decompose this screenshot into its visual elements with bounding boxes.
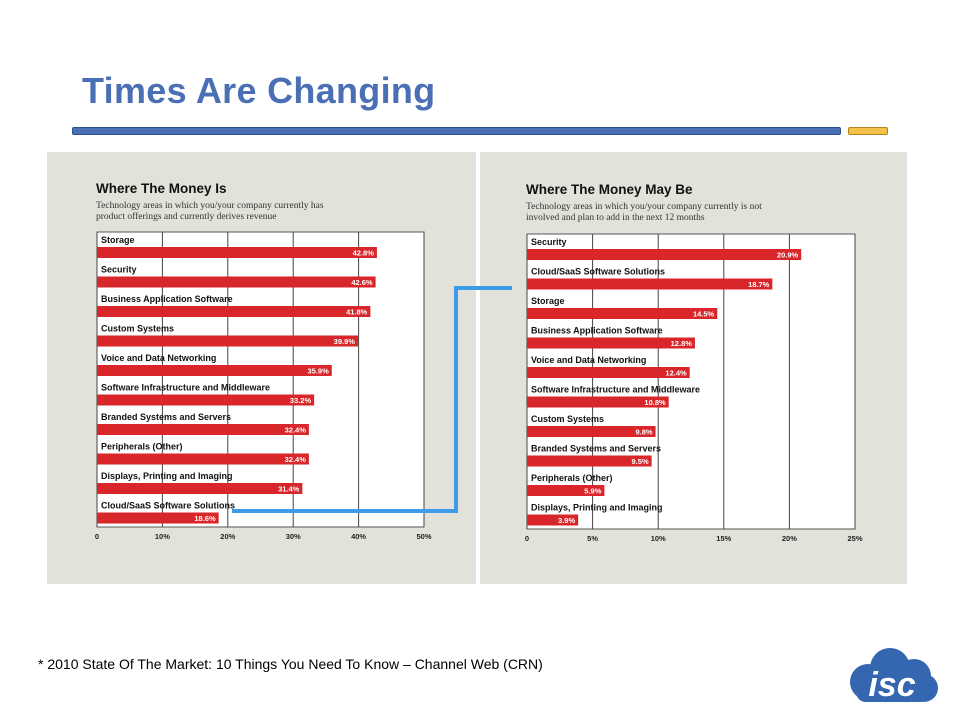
data-label-storage: 42.8%: [353, 249, 375, 258]
data-label-cloud-saas-software-solutions: 18.6%: [194, 514, 216, 523]
slide-title: Times Are Changing: [82, 70, 436, 111]
bar-cloud-saas-software-solutions: [527, 278, 773, 290]
data-label-security: 42.6%: [351, 278, 373, 287]
chart-subtitle-line: Technology areas in which you/your compa…: [96, 201, 324, 211]
bar-storage: [97, 247, 377, 258]
plot-area: [526, 233, 856, 530]
plot-area: [96, 231, 425, 528]
chart-panel-where-the-money-is: Where The Money Is Technology areas in wh…: [47, 152, 476, 584]
chart-where-the-money-may-be: Where The Money May Be Technology areas i…: [525, 182, 863, 543]
data-label-custom-systems: 9.8%: [635, 428, 652, 437]
x-tick-label: 15%: [716, 534, 731, 543]
logo-text: isc: [868, 666, 915, 704]
category-label-peripherals-other: Peripherals (Other): [101, 442, 183, 452]
bar-voice-and-data-networking: [97, 365, 332, 376]
data-label-business-application-software: 12.8%: [671, 339, 693, 348]
x-tick-label: 10%: [651, 534, 666, 543]
data-label-branded-systems-and-servers: 32.4%: [285, 426, 307, 435]
category-label-security: Security: [101, 265, 137, 275]
bar-displays-printing-and-imaging: [97, 483, 303, 494]
bar-branded-systems-and-servers: [527, 455, 652, 467]
category-label-security: Security: [531, 237, 567, 247]
category-label-storage: Storage: [531, 296, 565, 306]
data-label-voice-and-data-networking: 12.4%: [665, 369, 687, 378]
category-label-cloud-saas-software-solutions: Cloud/SaaS Software Solutions: [101, 501, 235, 511]
cloud-icon: [850, 648, 938, 702]
bar-storage: [527, 308, 718, 319]
data-label-custom-systems: 39.9%: [334, 337, 356, 346]
data-label-business-application-software: 41.8%: [346, 308, 368, 317]
x-tick-label: 20%: [220, 532, 235, 541]
data-label-security: 20.9%: [777, 251, 799, 260]
bar-business-application-software: [97, 306, 371, 317]
category-label-voice-and-data-networking: Voice and Data Networking: [531, 355, 646, 365]
isc-cloud-logo: isc: [850, 648, 938, 704]
bar-peripherals-other: [527, 485, 605, 496]
bar-software-infrastructure-and-middleware: [527, 396, 669, 408]
bar-software-infrastructure-and-middleware: [97, 394, 315, 406]
x-tick-label: 5%: [587, 534, 598, 543]
category-label-custom-systems: Custom Systems: [101, 324, 174, 334]
bar-branded-systems-and-servers: [97, 424, 309, 435]
category-label-software-infrastructure-and-middleware: Software Infrastructure and Middleware: [531, 385, 700, 395]
category-label-peripherals-other: Peripherals (Other): [531, 473, 613, 483]
category-label-voice-and-data-networking: Voice and Data Networking: [101, 353, 216, 363]
data-label-branded-systems-and-servers: 9.5%: [632, 457, 649, 466]
data-label-voice-and-data-networking: 35.9%: [308, 367, 330, 376]
category-label-branded-systems-and-servers: Branded Systems and Servers: [101, 412, 231, 422]
data-label-storage: 14.5%: [693, 310, 715, 319]
data-label-peripherals-other: 32.4%: [285, 455, 307, 464]
data-label-cloud-saas-software-solutions: 18.7%: [748, 280, 770, 289]
data-label-displays-printing-and-imaging: 3.9%: [558, 516, 575, 525]
category-label-branded-systems-and-servers: Branded Systems and Servers: [531, 444, 661, 454]
bar-security: [97, 276, 376, 288]
data-label-software-infrastructure-and-middleware: 10.8%: [644, 398, 666, 407]
bar-custom-systems: [527, 426, 656, 437]
category-label-cloud-saas-software-solutions: Cloud/SaaS Software Solutions: [531, 267, 665, 277]
data-label-software-infrastructure-and-middleware: 33.2%: [290, 396, 312, 405]
bar-cloud-saas-software-solutions: [97, 512, 219, 524]
x-tick-label: 25%: [847, 534, 862, 543]
chart-subtitle-line: product offerings and currently derives …: [96, 211, 277, 222]
x-tick-label: 50%: [416, 532, 431, 541]
x-tick-label: 0: [95, 532, 99, 541]
x-tick-label: 10%: [155, 532, 170, 541]
category-label-business-application-software: Business Application Software: [101, 294, 233, 304]
chart-panel-where-the-money-may-be: Where The Money May Be Technology areas i…: [480, 152, 907, 584]
x-tick-label: 0: [525, 534, 529, 543]
title-underline-gold: [848, 127, 888, 135]
source-footnote: * 2010 State Of The Market: 10 Things Yo…: [38, 656, 543, 672]
chart-where-the-money-is: Where The Money Is Technology areas in wh…: [95, 181, 432, 541]
category-label-displays-printing-and-imaging: Displays, Printing and Imaging: [101, 471, 233, 481]
title-underline-blue: [72, 127, 841, 135]
category-label-custom-systems: Custom Systems: [531, 414, 604, 424]
category-label-storage: Storage: [101, 235, 135, 245]
category-label-business-application-software: Business Application Software: [531, 326, 663, 336]
bar-peripherals-other: [97, 453, 309, 465]
chart-title: Where The Money May Be: [526, 182, 693, 197]
data-label-peripherals-other: 5.9%: [584, 487, 601, 496]
chart-title: Where The Money Is: [96, 181, 227, 196]
data-label-displays-printing-and-imaging: 31.4%: [278, 485, 300, 494]
category-label-software-infrastructure-and-middleware: Software Infrastructure and Middleware: [101, 383, 270, 393]
x-tick-label: 30%: [286, 532, 301, 541]
bar-voice-and-data-networking: [527, 367, 690, 378]
x-tick-label: 40%: [351, 532, 366, 541]
bar-security: [527, 249, 802, 260]
chart-subtitle-line: involved and plan to add in the next 12 …: [526, 213, 705, 223]
bar-custom-systems: [97, 335, 358, 347]
bar-displays-printing-and-imaging: [527, 514, 579, 526]
chart-subtitle-line: Technology areas in which you/your compa…: [526, 202, 762, 212]
bar-business-application-software: [527, 337, 695, 349]
category-label-displays-printing-and-imaging: Displays, Printing and Imaging: [531, 503, 663, 513]
x-tick-label: 20%: [782, 534, 797, 543]
